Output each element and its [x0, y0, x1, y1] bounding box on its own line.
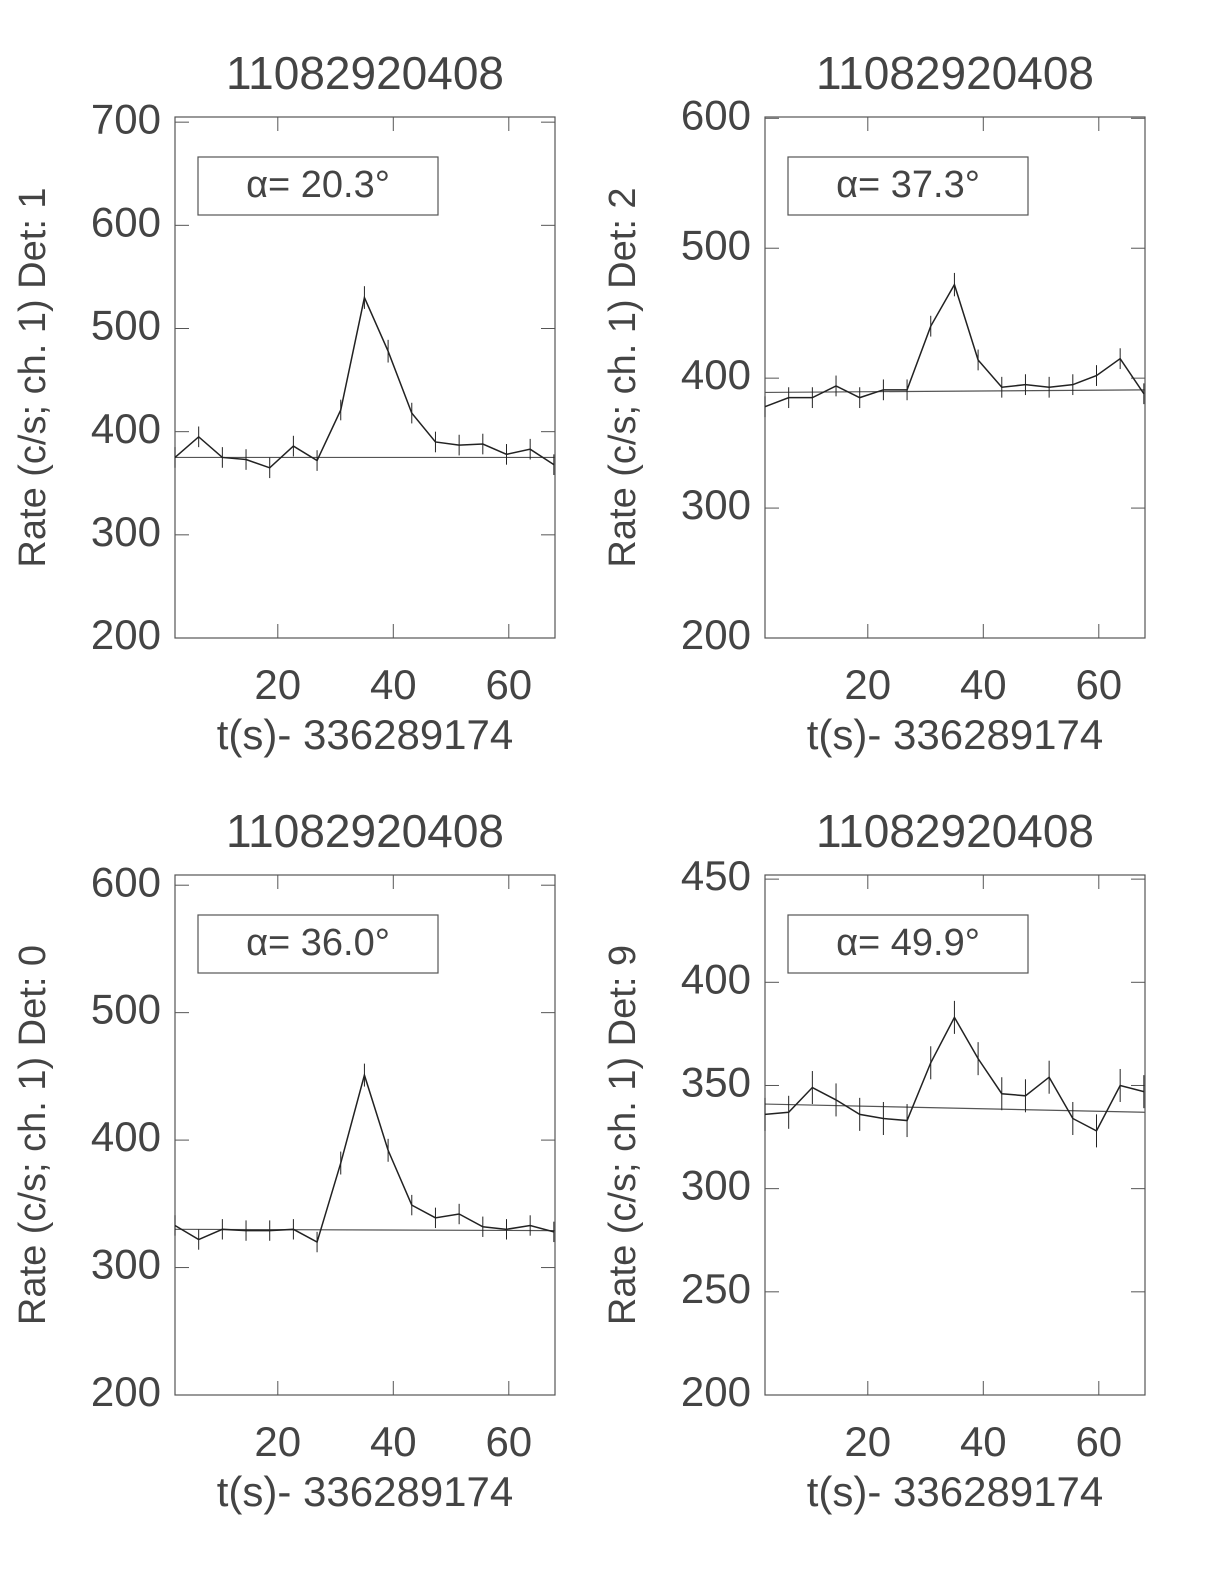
y-tick-label: 200 [91, 611, 161, 658]
y-tick-label: 300 [91, 508, 161, 555]
y-tick-label: 600 [681, 91, 751, 138]
y-tick-label: 400 [91, 405, 161, 452]
x-tick-label: 20 [254, 661, 301, 708]
y-tick-label: 300 [91, 1241, 161, 1288]
x-axis-label: t(s)- 336289174 [807, 1468, 1104, 1515]
y-tick-label: 200 [91, 1368, 161, 1415]
y-tick-label: 450 [681, 852, 751, 899]
y-tick-label: 200 [681, 611, 751, 658]
annotation: α= 49.9° [836, 922, 980, 964]
annotation-box [197, 914, 439, 974]
x-tick-label: 20 [844, 661, 891, 708]
y-axis-label: Rate (c/s; ch. 1) Det: 2 [602, 187, 644, 567]
annotation: α= 20.3° [246, 164, 390, 206]
y-tick-label: 500 [91, 302, 161, 349]
y-tick-label: 400 [681, 955, 751, 1002]
y-tick-label: 500 [681, 221, 751, 268]
y-tick-label: 200 [681, 1368, 751, 1415]
chart-title: 11082920408 [226, 47, 504, 99]
fit-line [764, 389, 1146, 394]
chart-title: 11082920408 [226, 805, 504, 857]
x-axis-label: t(s)- 336289174 [217, 711, 514, 758]
x-tick-label: 60 [485, 1418, 532, 1465]
data-line [174, 1072, 555, 1244]
x-tick-label: 20 [254, 1418, 301, 1465]
x-tick-label: 20 [844, 1418, 891, 1465]
x-tick-label: 40 [370, 1418, 417, 1465]
x-tick-label: 40 [370, 661, 417, 708]
y-tick-label: 300 [681, 1162, 751, 1209]
annotation: α= 36.0° [246, 922, 390, 964]
y-axis-label: Rate (c/s; ch. 1) Det: 1 [12, 187, 54, 567]
y-tick-label: 600 [91, 858, 161, 905]
data-line [174, 295, 555, 469]
y-tick-label: 350 [681, 1059, 751, 1106]
plot-frame [174, 874, 556, 1396]
y-tick-label: 700 [91, 95, 161, 142]
y-tick-label: 250 [681, 1265, 751, 1312]
y-tick-label: 500 [91, 986, 161, 1033]
y-tick-label: 600 [91, 198, 161, 245]
data-line [764, 1015, 1145, 1132]
data-line [764, 282, 1145, 408]
y-tick-label: 400 [91, 1113, 161, 1160]
x-tick-label: 60 [1075, 1418, 1122, 1465]
x-tick-label: 60 [485, 661, 532, 708]
x-tick-label: 60 [1075, 661, 1122, 708]
annotation-box [787, 156, 1029, 216]
chart-title: 11082920408 [816, 47, 1094, 99]
y-tick-label: 300 [681, 481, 751, 528]
y-axis-label: Rate (c/s; ch. 1) Det: 9 [602, 945, 644, 1325]
x-axis-label: t(s)- 336289174 [217, 1468, 514, 1515]
fit-line [764, 1103, 1146, 1113]
plot-frame [764, 116, 1146, 639]
y-tick-label: 400 [681, 351, 751, 398]
annotation-box [197, 156, 439, 216]
x-axis-label: t(s)- 336289174 [807, 711, 1104, 758]
x-tick-label: 40 [960, 1418, 1007, 1465]
y-axis-label: Rate (c/s; ch. 1) Det: 0 [12, 945, 54, 1325]
chart-title: 11082920408 [816, 805, 1094, 857]
annotation: α= 37.3° [836, 164, 980, 206]
plot-frame [174, 116, 556, 639]
plot-frame [764, 874, 1146, 1396]
annotation-box [787, 914, 1029, 974]
x-tick-label: 40 [960, 661, 1007, 708]
